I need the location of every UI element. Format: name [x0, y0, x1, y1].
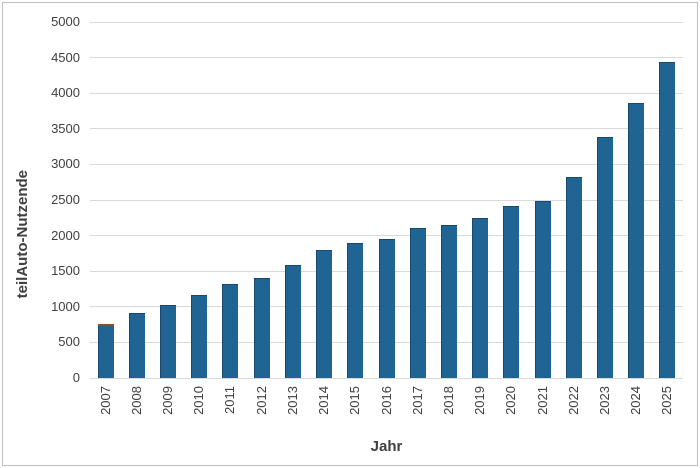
bar-accent-segment	[98, 324, 114, 326]
y-tick-label: 5000	[51, 14, 80, 29]
bar-2007	[98, 324, 114, 378]
x-tick-label: 2007	[98, 386, 113, 415]
x-tick-label: 2009	[160, 386, 175, 415]
x-tick-label: 2012	[254, 386, 269, 415]
bar-2022	[566, 177, 582, 378]
x-tick-label: 2013	[285, 386, 300, 415]
x-tick-label: 2010	[191, 386, 206, 415]
y-tick-label: 2000	[51, 227, 80, 243]
x-tick-label: 2020	[503, 386, 518, 415]
y-tick-label: 500	[58, 334, 80, 350]
gridline	[90, 128, 683, 130]
bar-2010	[191, 295, 207, 378]
bar-2018	[441, 225, 457, 378]
x-tick-label: 2008	[129, 386, 144, 415]
x-tick-label: 2024	[628, 386, 643, 415]
bar-2020	[503, 206, 519, 378]
bar-2009	[160, 305, 176, 378]
y-axis-title: teilAuto-Nutzende	[14, 170, 31, 299]
gridline	[90, 235, 683, 237]
x-tick-label: 2015	[347, 386, 362, 415]
y-tick-label: 4000	[51, 85, 80, 101]
y-tick-label: 0	[72, 370, 80, 385]
bar-2023	[597, 137, 613, 378]
x-tick-label: 2019	[472, 386, 487, 415]
y-tick-label: 3500	[51, 120, 80, 136]
bar-2021	[535, 201, 551, 378]
bar-2014	[316, 250, 332, 378]
gridline	[90, 21, 683, 23]
y-tick-label: 4500	[51, 49, 80, 65]
y-tick-label: 3000	[51, 156, 80, 172]
bar-2011	[222, 284, 238, 378]
bar-2016	[379, 239, 395, 378]
bar-2024	[628, 103, 644, 378]
x-tick-label: 2011	[222, 386, 237, 414]
bar-2019	[472, 218, 488, 378]
x-tick-label: 2018	[441, 386, 456, 415]
x-tick-label: 2016	[379, 386, 394, 415]
y-tick-label: 1500	[51, 263, 80, 279]
y-tick-label: 1000	[51, 298, 80, 314]
x-tick-label: 2023	[597, 386, 612, 415]
gridline	[90, 92, 683, 94]
bar-2015	[347, 243, 363, 378]
bar-2013	[285, 265, 301, 378]
x-tick-label: 2025	[659, 386, 674, 415]
gridline	[90, 163, 683, 165]
gridline	[90, 199, 683, 201]
x-tick-label: 2017	[410, 386, 425, 415]
bar-2017	[410, 228, 426, 378]
x-tick-label: 2014	[316, 386, 331, 415]
x-axis-line	[90, 377, 683, 379]
bar-2012	[254, 278, 270, 378]
gridline	[90, 57, 683, 59]
x-axis-title: Jahr	[370, 438, 403, 455]
x-tick-label: 2022	[566, 386, 581, 415]
y-tick-label: 2500	[51, 192, 80, 207]
bar-2025	[659, 62, 675, 378]
x-tick-label: 2021	[535, 386, 550, 415]
bar-2008	[129, 313, 145, 378]
